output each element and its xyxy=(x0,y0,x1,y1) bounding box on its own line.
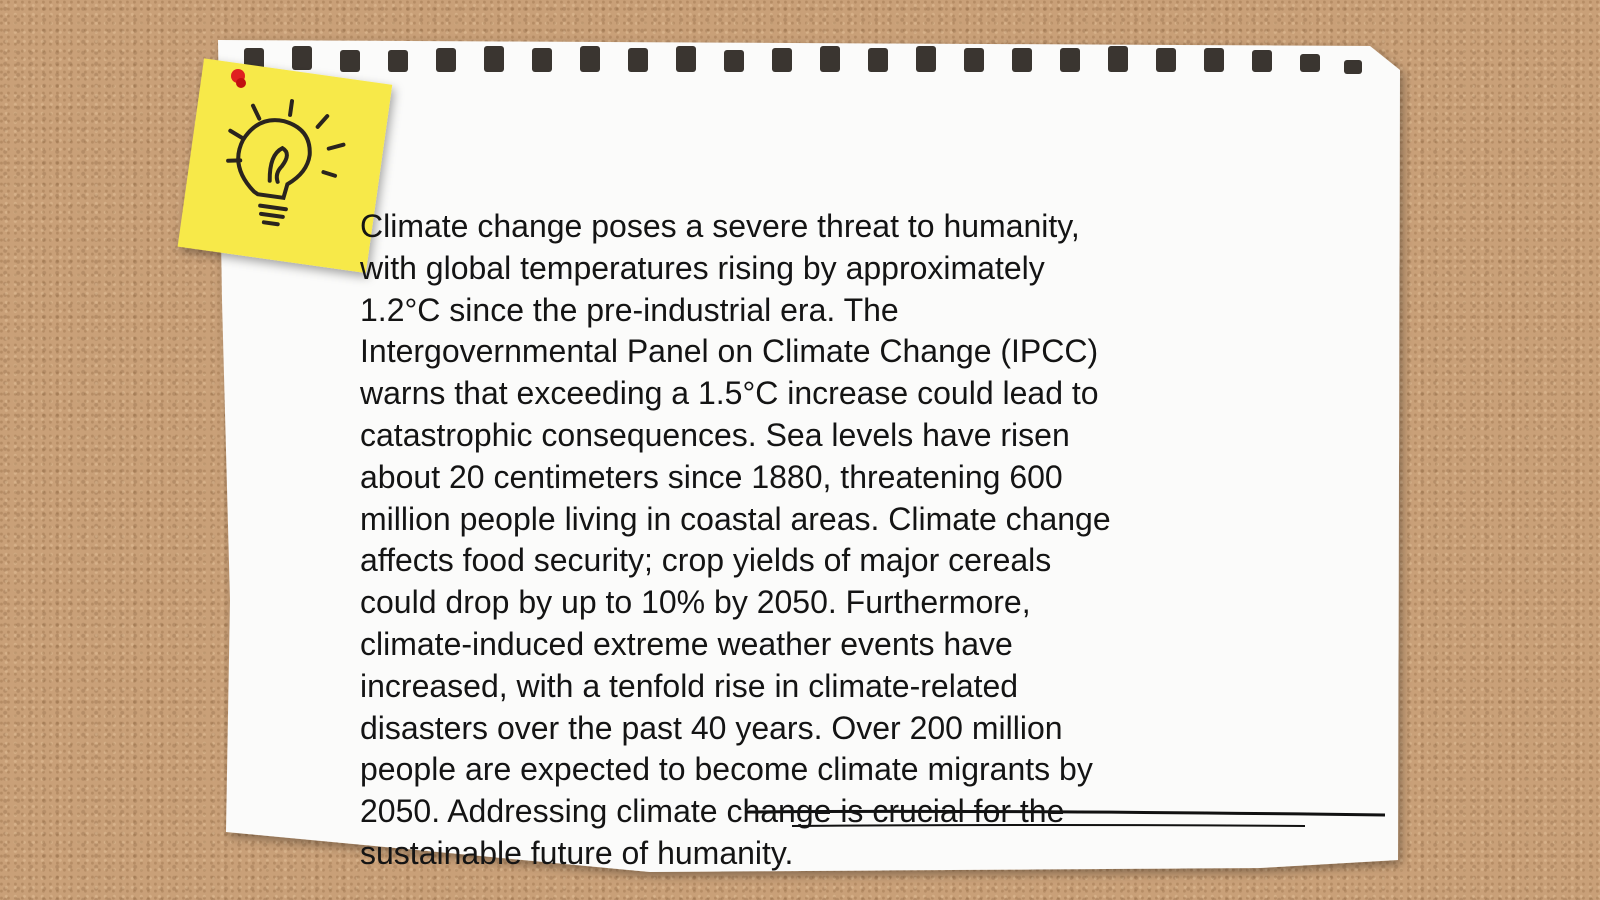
text-line: increased, with a tenfold rise in climat… xyxy=(360,667,1019,704)
sticky-note xyxy=(177,58,393,273)
text-line: affects food security; crop yields of ma… xyxy=(360,542,1052,579)
lightbulb-icon xyxy=(226,99,346,227)
text-line: people are expected to become climate mi… xyxy=(360,751,1093,788)
text-line: Intergovernmental Panel on Climate Chang… xyxy=(360,333,1099,370)
text-line: catastrophic consequences. Sea levels ha… xyxy=(360,416,1070,453)
text-line: could drop by up to 10% by 2050. Further… xyxy=(360,584,1031,621)
text-line: million people living in coastal areas. … xyxy=(360,500,1111,537)
text-line: climate-induced extreme weather events h… xyxy=(360,625,1013,662)
text-line: Climate change poses a severe threat to … xyxy=(360,208,1080,244)
paper xyxy=(218,40,1400,872)
text-line: disasters over the past 40 years. Over 2… xyxy=(360,709,1063,746)
text-line: with global temperatures rising by appro… xyxy=(360,249,1045,286)
binding-holes xyxy=(244,46,1362,74)
text-line: 2050. Addressing climate change is cruci… xyxy=(360,793,1065,830)
scribble-lines xyxy=(744,809,1386,827)
body-text: Climate change poses a severe threat to … xyxy=(360,206,1111,875)
text-line: warns that exceeding a 1.5°C increase co… xyxy=(360,375,1099,412)
pin xyxy=(231,69,246,88)
text-line: about 20 centimeters since 1880, threate… xyxy=(360,458,1063,495)
text-line: sustainable future of humanity. xyxy=(360,834,794,871)
text-line: 1.2°C since the pre-industrial era. The xyxy=(360,291,899,328)
